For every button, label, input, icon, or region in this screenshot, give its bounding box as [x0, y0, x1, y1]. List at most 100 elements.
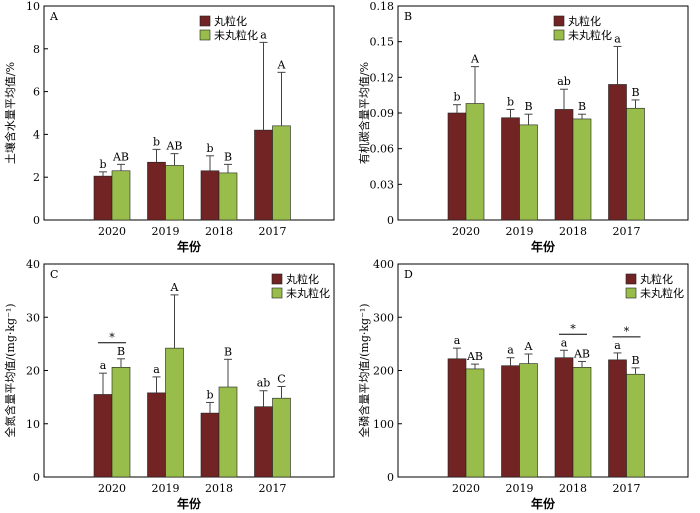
bar-unpelleted: [272, 397, 291, 478]
bar-pelleted: [200, 412, 220, 478]
bar-pelleted: [447, 358, 467, 478]
y-tick-label: 0.15: [370, 36, 395, 49]
x-tick-label: 2018: [205, 225, 233, 238]
significance-star: *: [570, 322, 576, 335]
bar-pelleted: [254, 406, 273, 478]
significance-letter: ab: [557, 75, 571, 88]
y-tick-label: 400: [373, 258, 394, 271]
x-axis-label: 年份: [531, 239, 556, 254]
bar-pelleted: [608, 359, 627, 478]
bar-unpelleted: [218, 386, 238, 478]
significance-star: *: [624, 325, 630, 338]
significance-letter: B: [524, 100, 532, 113]
bar-unpelleted: [626, 107, 645, 221]
bar-unpelleted: [572, 118, 592, 221]
bar-pelleted: [254, 129, 273, 221]
legend-swatch: [199, 29, 211, 41]
bar-unpelleted: [465, 368, 485, 478]
x-tick-label: 2019: [506, 482, 534, 495]
significance-letter: ab: [257, 377, 271, 390]
y-tick-label: 100: [373, 418, 394, 431]
bar-pelleted: [501, 117, 520, 221]
x-tick-label: 2018: [559, 482, 587, 495]
legend-swatch: [625, 287, 637, 299]
y-tick-label: 0.18: [370, 0, 395, 13]
y-tick-label: 10: [26, 0, 40, 13]
legend-label: 丸粒化: [286, 272, 319, 286]
chart-panel-c: 010203040全氮含量平均值/(mg·kg⁻¹)年份C2020aB2019a…: [3, 258, 335, 511]
significance-letter: A: [170, 281, 180, 294]
bar-unpelleted: [519, 363, 538, 478]
y-tick-label: 0.12: [370, 71, 395, 84]
significance-letter: a: [260, 28, 267, 41]
x-axis-label: 年份: [531, 496, 556, 511]
panel-letter: B: [404, 10, 412, 23]
y-tick-label: 0: [33, 214, 40, 227]
x-tick-label: 2017: [259, 482, 287, 495]
panel-letter: D: [404, 268, 413, 281]
x-tick-label: 2017: [613, 225, 641, 238]
bar-unpelleted: [465, 103, 485, 221]
x-tick-label: 2017: [613, 482, 641, 495]
x-tick-label: 2018: [205, 482, 233, 495]
y-tick-label: 30: [26, 311, 40, 324]
bar-unpelleted: [111, 170, 131, 221]
bar-unpelleted: [165, 347, 184, 478]
legend-swatch: [199, 15, 211, 27]
significance-letter: a: [100, 359, 107, 372]
significance-letter: B: [578, 100, 586, 113]
y-tick-label: 6: [33, 86, 40, 99]
bar-pelleted: [200, 170, 220, 221]
chart-panel-b: 0 0.03 0.06 0.09 0.12 0.15 0.18 有机碳含量平均值/% 年份 B 20…: [357, 0, 689, 254]
x-tick-label: 2020: [98, 225, 126, 238]
significance-letter: AB: [112, 150, 129, 163]
significance-letter: AB: [466, 350, 483, 363]
y-tick-label: 200: [373, 365, 394, 378]
bar-unpelleted: [218, 172, 238, 221]
bar-pelleted: [554, 357, 574, 478]
y-tick-label: 8: [33, 43, 40, 56]
legend-label: 未丸粒化: [286, 286, 330, 300]
y-axis-label: 土壤含水量平均值/%: [3, 62, 17, 164]
significance-letter: B: [117, 345, 125, 358]
significance-letter: a: [614, 339, 621, 352]
significance-letter: AB: [165, 140, 182, 153]
bar-pelleted: [501, 365, 520, 478]
significance-letter: b: [206, 388, 213, 401]
bar-unpelleted: [519, 124, 538, 221]
x-tick-label: 2019: [152, 482, 180, 495]
significance-letter: b: [453, 91, 460, 104]
significance-letter: b: [507, 95, 514, 108]
bar-unpelleted: [272, 125, 291, 221]
legend-label: 未丸粒化: [214, 28, 258, 42]
legend-swatch: [553, 15, 565, 27]
chart-panel-d: 0100200300400全磷含量平均值/(mg·kg⁻¹)年份D2020aAB…: [357, 258, 689, 511]
significance-letter: A: [277, 58, 287, 71]
significance-letter: a: [614, 32, 621, 45]
y-tick-label: 0.09: [370, 107, 395, 120]
y-tick-label: 0.06: [370, 143, 395, 156]
significance-letter: B: [224, 150, 232, 163]
y-tick-label: 40: [26, 258, 40, 271]
significance-letter: a: [153, 363, 160, 376]
x-tick-label: 2020: [98, 482, 126, 495]
significance-letter: A: [470, 53, 480, 66]
significance-letter: B: [224, 345, 232, 358]
x-axis-label: 年份: [177, 239, 202, 254]
legend-label: 丸粒化: [214, 14, 247, 28]
bar-unpelleted: [626, 373, 645, 478]
panel-letter: C: [50, 268, 58, 281]
legend-label: 丸粒化: [568, 14, 601, 28]
bar-pelleted: [147, 161, 166, 221]
legend-swatch: [271, 287, 283, 299]
significance-letter: A: [524, 340, 534, 353]
significance-letter: C: [277, 372, 285, 385]
legend-label: 丸粒化: [640, 272, 673, 286]
y-tick-label: 20: [26, 365, 40, 378]
bar-pelleted: [447, 112, 467, 221]
x-tick-label: 2018: [559, 225, 587, 238]
x-axis-label: 年份: [177, 496, 202, 511]
y-tick-label: 2: [33, 171, 40, 184]
x-tick-label: 2017: [259, 225, 287, 238]
